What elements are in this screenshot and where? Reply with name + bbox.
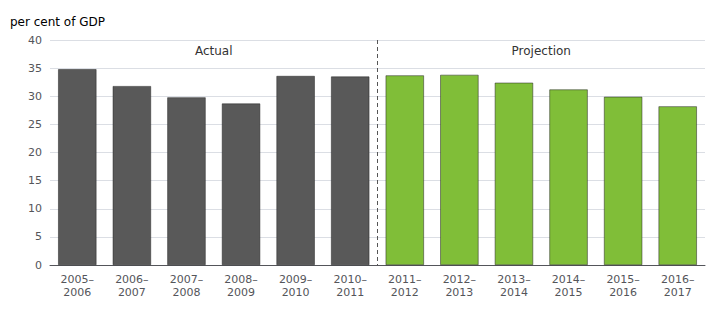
svg-text:25: 25 (28, 118, 42, 131)
svg-text:10: 10 (28, 202, 42, 215)
svg-text:35: 35 (28, 62, 42, 75)
svg-text:2012: 2012 (391, 286, 419, 299)
svg-text:2015–: 2015– (606, 273, 640, 286)
svg-text:2007–: 2007– (170, 273, 204, 286)
svg-text:2011: 2011 (336, 286, 364, 299)
svg-text:Actual: Actual (195, 44, 233, 58)
svg-text:0: 0 (35, 259, 42, 272)
svg-text:Projection: Projection (512, 44, 571, 58)
svg-text:40: 40 (28, 34, 42, 47)
svg-text:2015: 2015 (555, 286, 583, 299)
svg-text:2008: 2008 (172, 286, 200, 299)
svg-text:2012–: 2012– (443, 273, 477, 286)
svg-text:20: 20 (28, 146, 42, 159)
svg-text:15: 15 (28, 174, 42, 187)
svg-text:2006–: 2006– (115, 273, 149, 286)
svg-text:2010–: 2010– (333, 273, 367, 286)
svg-text:2005–: 2005– (61, 273, 95, 286)
svg-text:2010: 2010 (282, 286, 310, 299)
svg-text:2016: 2016 (609, 286, 637, 299)
svg-text:2006: 2006 (63, 286, 91, 299)
svg-text:2009–: 2009– (279, 273, 313, 286)
svg-text:2011–: 2011– (388, 273, 422, 286)
svg-text:2007: 2007 (118, 286, 146, 299)
svg-text:2014: 2014 (500, 286, 528, 299)
svg-text:2017: 2017 (664, 286, 692, 299)
svg-text:per cent of GDP: per cent of GDP (10, 15, 105, 29)
svg-text:5: 5 (35, 230, 42, 243)
svg-text:2013–: 2013– (497, 273, 531, 286)
svg-text:2008–: 2008– (224, 273, 257, 286)
svg-text:2014–: 2014– (552, 273, 586, 286)
svg-text:2009: 2009 (227, 286, 255, 299)
svg-text:2013: 2013 (445, 286, 473, 299)
svg-text:2016–: 2016– (661, 273, 695, 286)
svg-text:30: 30 (28, 90, 42, 103)
